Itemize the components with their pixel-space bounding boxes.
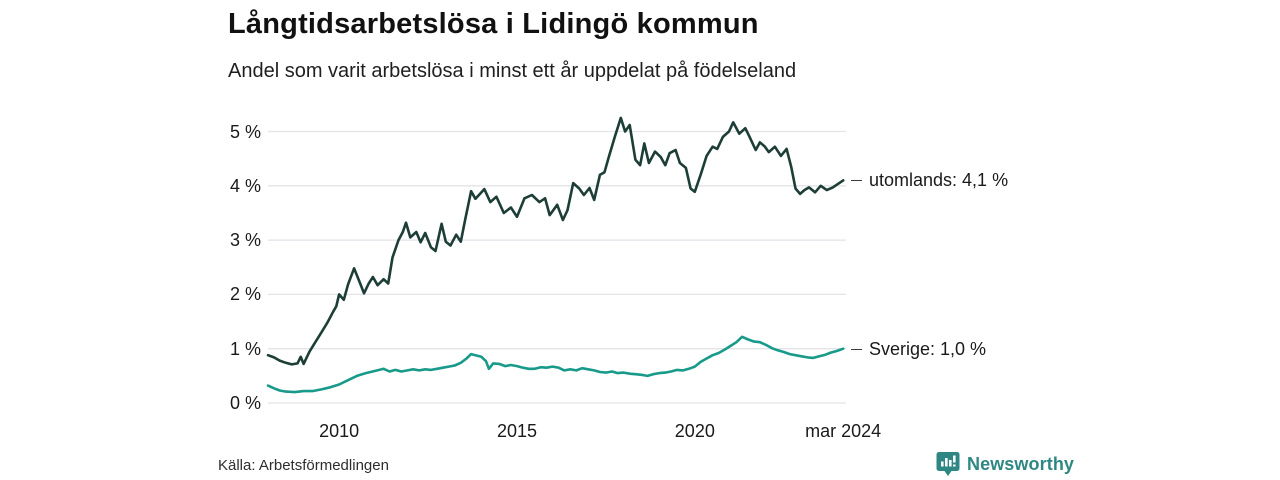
series-label-utomlands: utomlands: 4,1 % bbox=[851, 169, 1008, 191]
series-label-utomlands-text: utomlands: 4,1 % bbox=[869, 170, 1009, 190]
series-label-sverige-text: Sverige: 1,0 % bbox=[869, 339, 987, 359]
newsworthy-logo: Newsworthy bbox=[936, 451, 1074, 477]
series-line-sverige bbox=[266, 335, 845, 394]
y-axis-tick-label: 1 % bbox=[229, 338, 261, 359]
y-axis-tick-label: 0 % bbox=[229, 393, 261, 413]
label-connector-line bbox=[851, 348, 862, 350]
label-connector-line bbox=[851, 179, 862, 181]
x-axis-tick-label: mar 2024 bbox=[805, 421, 882, 441]
x-axis-tick-label: 2020 bbox=[674, 421, 715, 441]
y-axis-tick-label: 4 % bbox=[229, 175, 261, 196]
y-axis-tick-label: 3 % bbox=[229, 230, 261, 251]
y-axis-tick-label: 5 % bbox=[229, 121, 261, 142]
x-axis-tick-label: 2010 bbox=[319, 421, 360, 441]
chart-title: Långtidsarbetslösa i Lidingö kommun bbox=[228, 8, 759, 40]
series-label-sverige: Sverige: 1,0 % bbox=[851, 338, 986, 360]
series-line-utomlands bbox=[266, 116, 845, 366]
newsworthy-logo-text: Newsworthy bbox=[967, 453, 1075, 474]
source-attribution: Källa: Arbetsförmedlingen bbox=[218, 457, 389, 474]
y-axis-tick-label: 2 % bbox=[229, 284, 261, 305]
bar-chart-speech-bubble-icon bbox=[936, 452, 960, 476]
x-axis-tick-label: 2015 bbox=[496, 421, 537, 441]
chart-subtitle: Andel som varit arbetslösa i minst ett å… bbox=[228, 60, 797, 82]
